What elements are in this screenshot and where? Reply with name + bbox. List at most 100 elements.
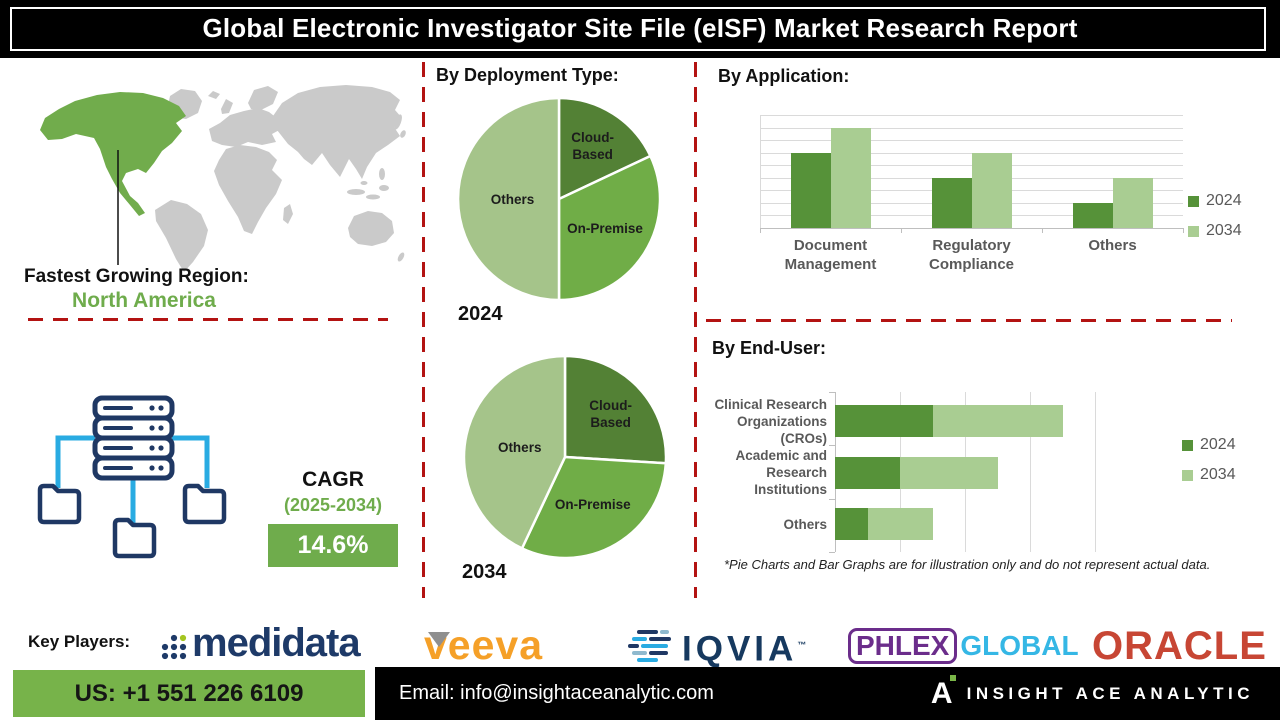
pie-slice-on-premise bbox=[557, 154, 662, 302]
axis-tick bbox=[829, 392, 835, 393]
fastest-growing-region-value: North America bbox=[72, 289, 216, 312]
application-bar-chart: Document Management Regulatory Compliance Ot… bbox=[760, 115, 1184, 273]
gridline bbox=[760, 115, 1183, 116]
pie-slice-label: Cloud-Based bbox=[571, 130, 614, 162]
legend-item-2024: 2024 bbox=[1182, 436, 1236, 454]
cagr-value: 14.6% bbox=[297, 531, 369, 559]
pie-slice-label: Others bbox=[491, 192, 535, 207]
category-label: Regulatory Compliance bbox=[928, 237, 1015, 273]
axis-tick bbox=[829, 445, 835, 447]
legend-swatch bbox=[1188, 225, 1199, 237]
section-heading-end-user: By End-User: bbox=[712, 338, 827, 358]
medidata-dots-icon bbox=[161, 634, 187, 660]
category-label: Others bbox=[1088, 237, 1137, 254]
bar-segment-2024 bbox=[835, 405, 933, 437]
insightace-brand-name: INSIGHT ACE ANALYTIC bbox=[966, 683, 1254, 703]
pie-chart-2024: Cloud-Based On-Premise Others bbox=[456, 96, 662, 302]
header-border bbox=[10, 7, 1266, 51]
iqvia-trademark: ™ bbox=[797, 640, 811, 650]
gridline bbox=[760, 140, 1183, 142]
pie-chart-2024-mount: Cloud-Based On-Premise Others bbox=[452, 92, 666, 311]
legend-swatch bbox=[1182, 439, 1193, 451]
category-label: Academic and Research Institutions bbox=[735, 448, 827, 498]
server-detail-lines bbox=[103, 406, 133, 470]
key-players-label: Key Players: bbox=[28, 632, 131, 651]
legend-label: 2034 bbox=[1200, 466, 1236, 483]
fastest-growing-region-label: Fastest Growing Region: bbox=[24, 266, 249, 287]
vertical-dashed-divider-left bbox=[422, 62, 425, 598]
axis-tick bbox=[829, 552, 835, 553]
gridline bbox=[1030, 392, 1031, 552]
category-label: Clinical Research Organizations (CROs) bbox=[714, 396, 827, 446]
legend-label: 2024 bbox=[1206, 192, 1242, 209]
veeva-triangle-icon bbox=[428, 632, 450, 647]
pie-year-label-2034: 2034 bbox=[462, 561, 507, 583]
category-label: Document Management bbox=[784, 237, 877, 273]
folder-icons bbox=[37, 483, 227, 559]
cagr-label: CAGR bbox=[302, 468, 364, 491]
application-legend: 2024 2034 bbox=[1188, 192, 1242, 252]
bar-2024-regulatory-compliance bbox=[931, 177, 972, 228]
iqvia-logo: IQVIA™ bbox=[628, 626, 810, 669]
pie-slice-on-premise bbox=[520, 455, 668, 560]
pie-slice-label: On-Premise bbox=[567, 221, 643, 236]
axis-tick bbox=[760, 228, 761, 233]
pie-chart-2034: Cloud-Based On-Premise Others bbox=[462, 354, 668, 560]
y-axis bbox=[760, 115, 761, 228]
phlexglobal-logo: PHLEX GLOBAL bbox=[848, 628, 1079, 664]
world-map bbox=[40, 85, 406, 272]
server-folders-icon bbox=[37, 395, 227, 559]
footer-bar: Email: info@insightaceanalytic.com A INS… bbox=[375, 667, 1280, 720]
legend-swatch bbox=[1188, 195, 1199, 207]
iqvia-bars-icon bbox=[628, 630, 671, 663]
bar-segment-2034 bbox=[932, 405, 1063, 437]
iqvia-wordmark: IQVIA™ bbox=[682, 629, 811, 669]
disclaimer-footnote: *Pie Charts and Bar Graphs are for illus… bbox=[724, 557, 1211, 572]
footer-email: Email: info@insightaceanalytic.com bbox=[399, 682, 714, 704]
pie-year-label-2024: 2024 bbox=[458, 303, 503, 325]
legend-label: 2024 bbox=[1200, 436, 1236, 453]
end-user-legend: 2024 2034 bbox=[1182, 436, 1236, 496]
pie-slice-cloud-based bbox=[563, 354, 668, 465]
bar-2024-document-management bbox=[790, 152, 831, 228]
page-title: Global Electronic Investigator Site File… bbox=[202, 12, 1078, 43]
legend-item-2034: 2034 bbox=[1188, 222, 1242, 240]
cagr-block: CAGR (2025-2034) 14.6% bbox=[268, 468, 398, 567]
pie-slice-label: Others bbox=[498, 440, 542, 455]
medidata-logo: medidata bbox=[160, 620, 361, 666]
gridline bbox=[760, 127, 1183, 129]
pie-slice-others bbox=[462, 354, 567, 550]
section-heading-application: By Application: bbox=[718, 66, 850, 86]
medidata-wordmark: medidata bbox=[192, 621, 361, 665]
legend-swatch bbox=[1182, 469, 1193, 481]
legend-item-2034: 2034 bbox=[1182, 466, 1236, 484]
gridline bbox=[760, 228, 1183, 229]
insightace-logo-icon: A bbox=[930, 674, 956, 710]
pie-slice-label: Cloud-Based bbox=[589, 398, 632, 430]
bar-segment-2034 bbox=[900, 456, 998, 489]
connector-lines bbox=[55, 435, 210, 523]
server-dots bbox=[149, 405, 164, 471]
bar-segment-2024 bbox=[835, 508, 868, 541]
pie-slice-others bbox=[456, 96, 561, 302]
pie-slice-cloud-based bbox=[557, 96, 652, 201]
veeva-logo: veeva bbox=[424, 622, 543, 668]
axis-tick bbox=[1183, 228, 1184, 233]
legend-item-2024: 2024 bbox=[1188, 192, 1242, 210]
global-wordmark: GLOBAL bbox=[960, 630, 1079, 661]
horizontal-dashed-divider-left bbox=[28, 318, 388, 321]
server-stack bbox=[92, 395, 175, 481]
bar-segment-2034 bbox=[867, 508, 933, 541]
bar-2024-others bbox=[1072, 202, 1113, 228]
axis-tick bbox=[1042, 228, 1043, 233]
section-heading-deployment: By Deployment Type: bbox=[436, 65, 619, 85]
vertical-dashed-divider-right bbox=[694, 62, 697, 598]
oracle-logo: ORACLE bbox=[1092, 624, 1267, 668]
pie-chart-2034-mount: Cloud-Based On-Premise Others bbox=[458, 350, 672, 569]
header-bar: Global Electronic Investigator Site File… bbox=[0, 0, 1280, 58]
bar-2034-regulatory-compliance bbox=[971, 152, 1012, 228]
axis-tick bbox=[901, 228, 902, 233]
footer-brand-block: A INSIGHT ACE ANALYTIC bbox=[931, 667, 1254, 720]
pie-slice-label: On-Premise bbox=[555, 497, 631, 512]
legend-label: 2034 bbox=[1206, 222, 1242, 239]
